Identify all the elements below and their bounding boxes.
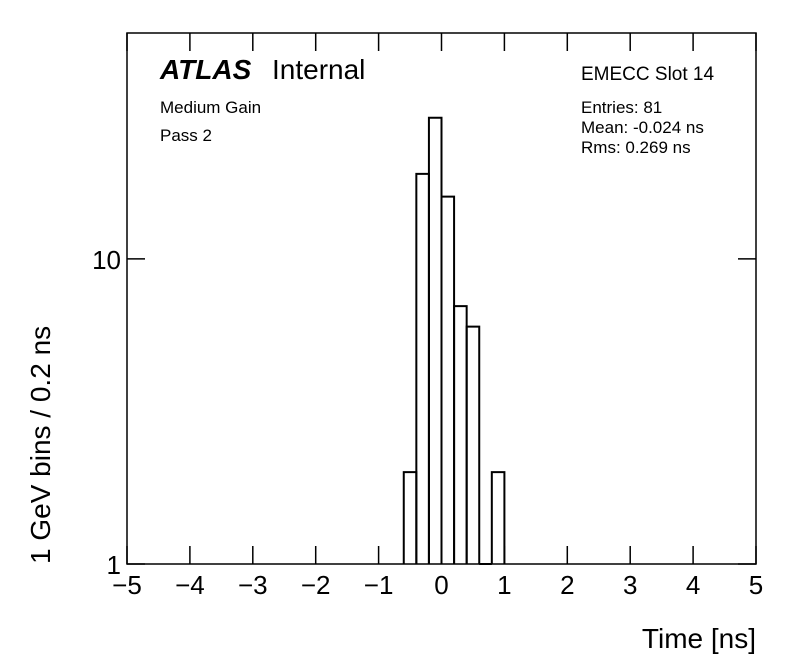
y-axis-label: 1 GeV bins / 0.2 ns	[25, 326, 56, 564]
stats-entry: Rms: 0.269 ns	[581, 138, 691, 157]
histogram-bin	[490, 471, 506, 564]
x-tick-label: 0	[434, 570, 448, 600]
stats-entry: Mean: -0.024 ns	[581, 118, 704, 137]
x-tick-label: 3	[623, 570, 637, 600]
stats-title: EMECC Slot 14	[581, 64, 714, 85]
histogram-bin	[440, 195, 456, 564]
x-tick-label: −4	[175, 570, 205, 600]
chart-subtitle: Internal	[272, 54, 365, 85]
histogram-bin	[427, 116, 443, 564]
x-tick-label: 2	[560, 570, 574, 600]
x-tick-label: −5	[112, 570, 142, 600]
histogram-bin	[415, 172, 430, 564]
histogram-bin	[453, 305, 468, 564]
x-tick-label: 4	[686, 570, 700, 600]
histogram-bin	[465, 325, 481, 564]
x-tick-label: 1	[497, 570, 511, 600]
histogram-bin	[402, 471, 418, 564]
y-tick-label: 10	[92, 245, 121, 275]
stats-entry: Entries: 81	[581, 98, 662, 117]
x-tick-label: −1	[364, 570, 394, 600]
annotation: Pass 2	[160, 126, 212, 145]
x-tick-label: −3	[238, 570, 268, 600]
x-axis-label: Time [ns]	[642, 623, 756, 654]
annotation: Medium Gain	[160, 98, 261, 117]
x-tick-label: 5	[749, 570, 763, 600]
chart-title: ATLAS	[159, 54, 252, 85]
x-tick-label: −2	[301, 570, 331, 600]
y-tick-label: 1	[107, 550, 121, 580]
